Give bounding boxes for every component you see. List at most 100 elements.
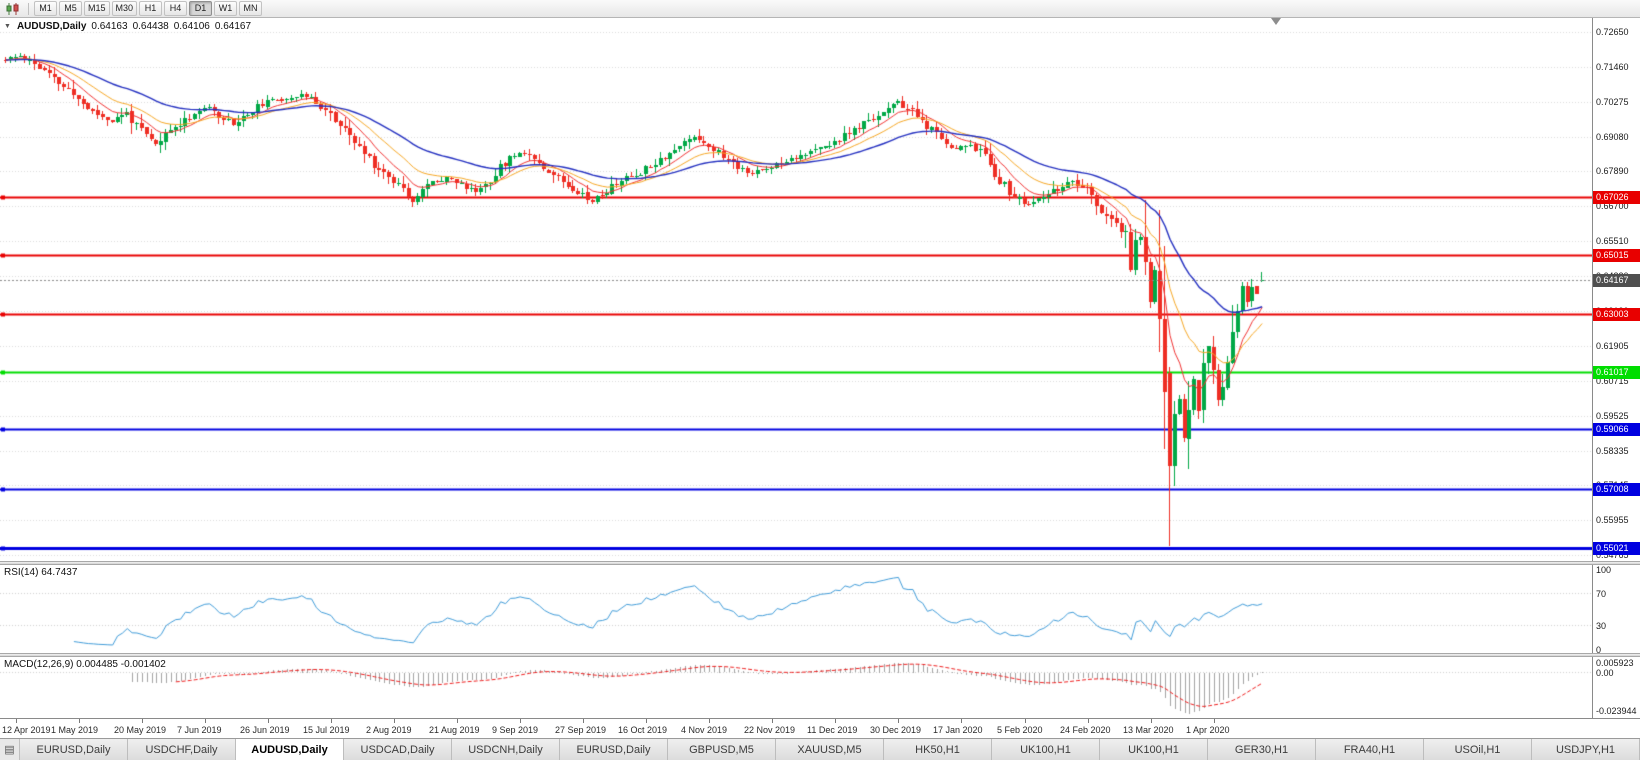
time-axis-label: 2 Aug 2019 [366,725,412,735]
time-axis-tick [79,719,80,723]
time-axis-tick [331,719,332,723]
time-axis-tick [1025,719,1026,723]
chart-tab-gbpusd-m5-6[interactable]: GBPUSD,M5 [668,739,776,760]
timeframe-button-w1[interactable]: W1 [214,1,238,16]
price-axis-tick: 0.58335 [1596,446,1629,456]
price-level-badge: 0.63003 [1593,308,1640,321]
rsi-axis-tick: 30 [1596,621,1607,631]
time-axis-tick [142,719,143,723]
panel-divider[interactable] [0,653,1640,657]
time-axis-tick [1088,719,1089,723]
time-axis-label: 27 Sep 2019 [555,725,607,735]
time-axis-label: 1 Apr 2020 [1186,725,1230,735]
chart-tab-usdchf-daily-1[interactable]: USDCHF,Daily [128,739,236,760]
time-axis-tick [709,719,710,723]
time-axis-tick [268,719,269,723]
price-level-badge: 0.55021 [1593,542,1640,555]
price-axis-tick: 0.65510 [1596,236,1629,246]
time-axis-label: 7 Jun 2019 [177,725,222,735]
price-axis[interactable]: 0.72650 0.71460 0.70275 0.69080 0.67890 0.667… [1592,18,1640,561]
ohlc-high: 0.64438 [132,21,169,32]
chart-tab-eurusd-daily-0[interactable]: EURUSD,Daily [20,739,128,760]
price-level-badge: 0.61017 [1593,366,1640,379]
price-axis-tick: 0.55955 [1596,515,1629,525]
macd-axis-tick: 0.00 [1596,667,1614,678]
chart-tab-audusd-daily-2[interactable]: AUDUSD,Daily [236,739,344,760]
time-axis-label: 20 May 2019 [114,725,167,735]
time-axis-label: 13 Mar 2020 [1123,725,1174,735]
chart-list-icon[interactable]: ▤ [0,739,20,760]
candlestick-glyph [6,2,19,15]
chart-symbol-label: AUDUSD,Daily [16,21,87,32]
time-axis-label: 30 Dec 2019 [870,725,922,735]
chart-tab-usdcnh-daily-4[interactable]: USDCNH,Daily [452,739,560,760]
price-axis-tick: 0.60715 [1596,376,1629,386]
time-axis-tick [898,719,899,723]
chart-tab-xauusd-m5-7[interactable]: XAUUSD,M5 [776,739,884,760]
chart-tab-usdjpy-h1-14[interactable]: USDJPY,H1 [1532,739,1640,760]
time-axis-label: 26 Jun 2019 [240,725,290,735]
ohlc-open: 0.64163 [91,21,128,32]
timeframe-toolbar: M1 M5 M15 M30 H1 H4 D1 W1 MN [0,0,1640,18]
time-axis-label: 1 May 2019 [51,725,99,735]
chart-tab-uk100-h1-10[interactable]: UK100,H1 [1100,739,1208,760]
timeframe-button-m30[interactable]: M30 [111,1,138,16]
time-axis-label: 5 Feb 2020 [997,725,1043,735]
price-axis-tick: 0.67890 [1596,166,1629,176]
time-axis-tick [520,719,521,723]
timeframe-button-mn[interactable]: MN [239,1,263,16]
macd-axis[interactable]: 0.005923 0.00 -0.023944 [1592,657,1640,718]
price-axis-tick: 0.61905 [1596,341,1629,351]
rsi-axis[interactable]: 100 70 30 0 [1592,565,1640,653]
ohlc-low: 0.64106 [173,21,210,32]
candlestick-chart-canvas[interactable] [0,18,1592,561]
time-axis-label: 11 Dec 2019 [807,725,858,735]
timeframe-button-h4[interactable]: H4 [164,1,188,16]
price-level-badge: 0.67026 [1593,191,1640,204]
time-axis-label: 21 Aug 2019 [429,725,480,735]
timeframe-button-m15[interactable]: M15 [84,1,110,16]
time-axis-label: 17 Jan 2020 [933,725,983,735]
price-level-badge: 0.65015 [1593,249,1640,262]
macd-indicator-label: MACD(12,26,9) 0.004485 -0.001402 [4,659,166,670]
chart-tab-usoil-h1-13[interactable]: USOil,H1 [1424,739,1532,760]
rsi-indicator-panel[interactable]: 100 70 30 0 RSI(14) 64.7437 [0,565,1640,653]
time-axis-tick [1151,719,1152,723]
time-axis-tick [835,719,836,723]
timeframe-button-d1[interactable]: D1 [189,1,213,16]
price-axis-tick: 0.59525 [1596,411,1629,421]
time-axis-tick [1214,719,1215,723]
rsi-axis-tick: 0 [1596,645,1602,653]
timeframe-button-m1[interactable]: M1 [34,1,57,16]
price-level-badge: 0.59066 [1593,423,1640,436]
time-axis-tick [961,719,962,723]
chart-tab-hk50-h1-8[interactable]: HK50,H1 [884,739,992,760]
timeframe-button-h1[interactable]: H1 [139,1,163,16]
chart-tab-eurusd-daily-5[interactable]: EURUSD,Daily [560,739,668,760]
macd-axis-tick: -0.023944 [1596,706,1637,716]
chart-tab-usdcad-daily-3[interactable]: USDCAD,Daily [344,739,452,760]
chart-tab-bar: ▤ EURUSD,Daily USDCHF,Daily AUDUSD,Daily US… [0,738,1640,760]
ohlc-close: 0.64167 [214,21,252,32]
rsi-axis-tick: 70 [1596,589,1607,599]
timeframe-button-m5[interactable]: M5 [59,1,82,16]
macd-axis-tick: 0.005923 [1596,658,1634,668]
rsi-axis-tick: 100 [1596,565,1612,575]
candlestick-chart-icon[interactable] [3,2,23,16]
time-axis[interactable]: 12 Apr 2019 1 May 2019 20 May 2019 7 Jun 20… [0,718,1640,738]
chart-shift-marker[interactable] [1271,18,1281,25]
chart-tab-uk100-h1-9[interactable]: UK100,H1 [992,739,1100,760]
rsi-canvas[interactable] [0,565,1592,653]
price-chart-panel[interactable]: 0.72650 0.71460 0.70275 0.69080 0.67890 0.667… [0,18,1640,561]
chart-tab-ger30-h1-11[interactable]: GER30,H1 [1208,739,1316,760]
time-axis-tick [16,719,17,723]
toolbar-separator [28,2,29,15]
time-axis-tick [583,719,584,723]
chart-tab-fra40-h1-12[interactable]: FRA40,H1 [1316,739,1424,760]
chart-dropdown-icon[interactable]: ▼ [4,23,11,30]
macd-canvas[interactable] [0,657,1592,718]
panel-divider[interactable] [0,561,1640,565]
time-axis-label: 16 Oct 2019 [618,725,668,735]
macd-indicator-panel[interactable]: 0.005923 0.00 -0.023944 MACD(12,26,9) 0.00… [0,657,1640,718]
